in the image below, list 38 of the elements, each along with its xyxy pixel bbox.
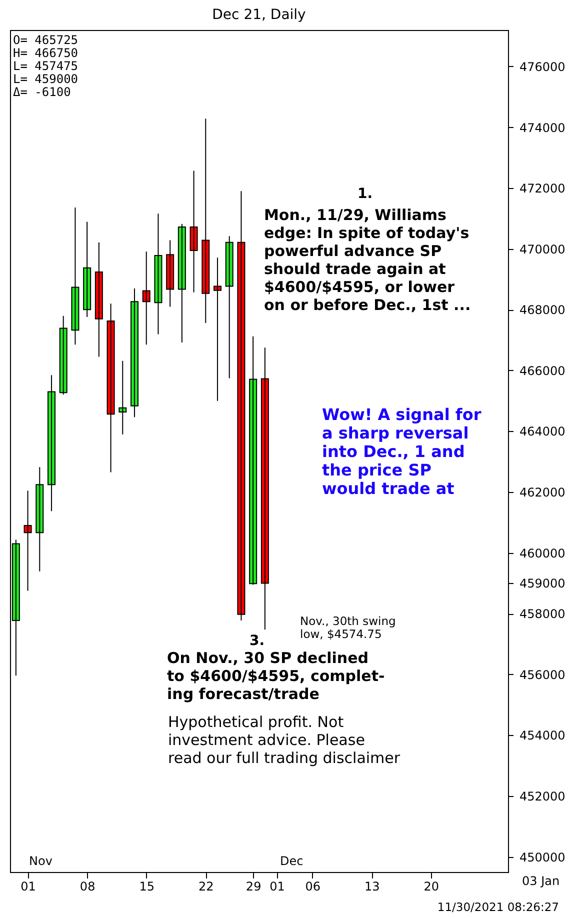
text: 11/30/2021 08:26:27 bbox=[437, 900, 559, 914]
annotation: Dec bbox=[280, 854, 304, 868]
x-tick-label: 22 bbox=[198, 880, 214, 894]
annotation: 3. bbox=[249, 633, 265, 649]
candlestick bbox=[214, 257, 222, 402]
x-tick-label: 20 bbox=[424, 880, 440, 894]
annotation: Nov bbox=[29, 854, 52, 868]
annotation: O= 465725 H= 466750 L= 457475 L= 459000 Δ= -6100 bbox=[13, 33, 78, 99]
x-tick-label: 06 bbox=[305, 880, 320, 894]
x-tick-label: 29 bbox=[246, 880, 262, 894]
y-tick-label: 474000 bbox=[520, 120, 566, 135]
x-tick-label: 01 bbox=[20, 880, 36, 894]
y-tick-label: 462000 bbox=[520, 486, 566, 500]
y-tick-label: 464000 bbox=[520, 424, 566, 439]
y-tick-label: 456000 bbox=[520, 668, 566, 682]
annotation: Hypothetical profit. Not investment advice. Please read our full trading disclaimer bbox=[168, 713, 401, 767]
y-tick-label: 458000 bbox=[520, 607, 566, 622]
y-tick-label: 476000 bbox=[520, 60, 566, 74]
annotation: On Nov., 30 SP declined to $4600/$4595, complet- ing forecast/trade bbox=[167, 649, 385, 703]
annotation: 1. bbox=[357, 186, 373, 202]
chart-title: Dec 21, Daily bbox=[212, 7, 306, 23]
y-tick-label: 472000 bbox=[520, 182, 566, 196]
text: 03 Jan bbox=[522, 874, 560, 888]
y-tick-label: 470000 bbox=[520, 242, 566, 256]
y-tick-label: 460000 bbox=[520, 546, 566, 560]
y-tick-label: 450000 bbox=[520, 850, 566, 864]
annotation: Mon., 11/29, Williams edge: In spite of today's powerful advance SP should trade again at $4600/$4595, or lower on or before Dec., 1st ... bbox=[264, 206, 471, 314]
x-tick-label: 13 bbox=[364, 880, 380, 894]
y-tick-label: 468000 bbox=[520, 303, 566, 318]
annotation: Wow! A signal for a sharp reversal into Dec., 1 and the price SP would trade at bbox=[322, 405, 482, 498]
annotation: Nov., 30th swing low, $4574.75 bbox=[300, 614, 396, 641]
y-tick-label: 454000 bbox=[520, 728, 566, 743]
x-tick-label: 01 bbox=[270, 880, 285, 894]
x-tick-label: 15 bbox=[139, 880, 154, 894]
y-tick-label: 452000 bbox=[520, 790, 566, 804]
y-tick-label: 466000 bbox=[520, 364, 566, 378]
y-tick-label: 459000 bbox=[520, 576, 566, 591]
x-tick-label: 08 bbox=[80, 880, 96, 894]
